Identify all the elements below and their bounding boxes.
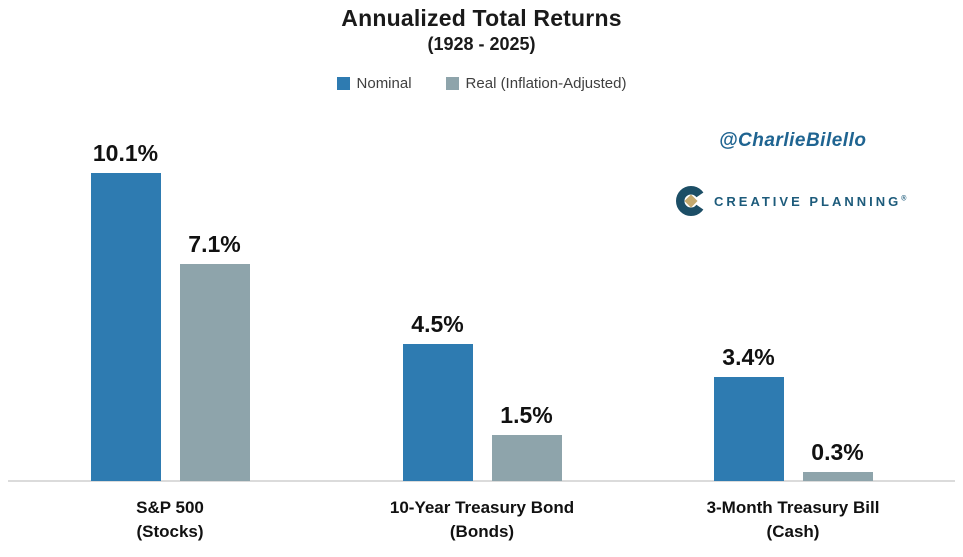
legend-swatch-icon — [445, 77, 459, 90]
legend-item-real: Real (Inflation-Adjusted) — [445, 75, 627, 92]
creative-planning-c-icon — [676, 186, 706, 216]
category-label-line2: (Bonds) — [449, 522, 515, 541]
bar-real-0 — [179, 264, 250, 481]
value-label-real-0: 7.1% — [188, 231, 241, 257]
category-label-line1: 3-Month Treasury Bill — [706, 498, 880, 517]
x-axis-line — [8, 480, 955, 482]
bar-real-1 — [491, 435, 562, 481]
creative-planning-logo: CREATIVE PLANNING® — [676, 186, 909, 216]
creative-planning-wordmark: CREATIVE PLANNING® — [714, 194, 909, 209]
bar-real-2 — [802, 472, 873, 481]
value-label-real-2: 0.3% — [811, 439, 864, 465]
legend-label: Nominal — [356, 75, 412, 92]
category-label-2: 3-Month Treasury Bill (Cash) — [707, 496, 880, 544]
category-label-1: 10-Year Treasury Bond (Bonds) — [390, 496, 574, 544]
category-label-line2: (Stocks) — [136, 522, 204, 541]
author-handle: @CharlieBilello — [719, 130, 867, 151]
bar-nominal-2 — [713, 377, 784, 481]
trademark-symbol: ® — [901, 195, 910, 203]
value-label-nominal-1: 4.5% — [411, 311, 464, 337]
legend-label: Real (Inflation-Adjusted) — [465, 75, 627, 92]
creative-planning-text: CREATIVE PLANNING — [714, 193, 902, 209]
bar-nominal-1 — [402, 344, 473, 481]
chart-title: Annualized Total Returns — [341, 5, 622, 31]
value-label-nominal-0: 10.1% — [92, 140, 159, 166]
legend: Nominal Real (Inflation-Adjusted) — [0, 75, 963, 92]
bar-nominal-0 — [90, 173, 161, 481]
category-label-line1: S&P 500 — [136, 498, 204, 517]
category-label-line2: (Cash) — [766, 522, 820, 541]
category-label-line1: 10-Year Treasury Bond — [389, 498, 575, 517]
legend-swatch-icon — [336, 77, 350, 90]
legend-item-nominal: Nominal — [336, 75, 412, 92]
value-label-real-1: 1.5% — [500, 402, 553, 428]
chart-subtitle: (1928 - 2025) — [427, 34, 536, 54]
category-label-0: S&P 500 (Stocks) — [136, 496, 204, 544]
value-label-nominal-2: 3.4% — [722, 344, 775, 370]
